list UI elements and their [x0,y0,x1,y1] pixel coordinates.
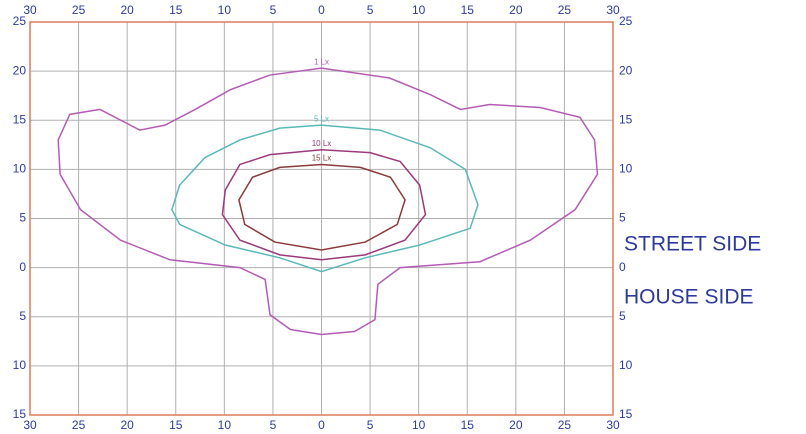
plot-frame [29,21,614,416]
isolux-contour [171,124,479,273]
x-tick-label: 5 [270,418,277,432]
y-tick-label: 25 [619,14,633,28]
x-tick-label: 10 [218,3,232,17]
x-tick-label: 15 [461,418,475,432]
isolux-contour [221,148,427,261]
x-tick-label: 20 [509,418,523,432]
isolux-contour [238,163,406,251]
y-tick-label: 0 [619,260,626,274]
street-side-label: STREET SIDE [624,233,761,256]
house-side-label: HOUSE SIDE [624,286,754,309]
contour-label: 15 Lx [312,154,332,163]
y-tick-label: 20 [619,63,633,77]
x-tick-label: 15 [169,418,183,432]
y-tick-label: 5 [19,309,26,323]
x-tick-label: 30 [606,418,620,432]
y-tick-label: 10 [619,358,633,372]
x-tick-label: 5 [367,3,374,17]
x-tick-label: 20 [509,3,523,17]
y-tick-label: 15 [13,407,27,421]
y-tick-label: 5 [619,211,626,225]
x-tick-label: 20 [120,3,134,17]
contour-label: 5 Lx [314,114,329,123]
y-tick-label: 10 [13,162,27,176]
x-tick-label: 0 [318,418,325,432]
y-tick-label: 20 [13,63,27,77]
x-tick-label: 10 [218,418,232,432]
x-tick-label: 25 [558,3,572,17]
x-tick-label: 20 [120,418,134,432]
y-tick-label: 0 [19,260,26,274]
x-tick-label: 30 [606,3,620,17]
x-tick-label: 10 [412,418,426,432]
x-tick-label: 30 [23,418,37,432]
y-tick-label: 10 [619,162,633,176]
contour-label: 10 Lx [312,139,332,148]
x-tick-label: 15 [169,3,183,17]
y-tick-label: 15 [619,112,633,126]
x-tick-label: 10 [412,3,426,17]
x-tick-label: 25 [72,418,86,432]
x-tick-label: 25 [558,418,572,432]
x-tick-label: 30 [23,3,37,17]
x-tick-label: 25 [72,3,86,17]
contour-label: 1 Lx [314,57,329,66]
y-tick-label: 25 [13,14,27,28]
x-tick-label: 15 [461,3,475,17]
isolux-contour [57,67,599,336]
x-tick-label: 5 [367,418,374,432]
y-tick-label: 15 [619,407,633,421]
y-tick-label: 10 [13,358,27,372]
y-tick-label: 15 [13,112,27,126]
x-tick-label: 5 [270,3,277,17]
y-tick-label: 5 [619,309,626,323]
x-tick-label: 0 [318,3,325,17]
y-tick-label: 5 [19,211,26,225]
